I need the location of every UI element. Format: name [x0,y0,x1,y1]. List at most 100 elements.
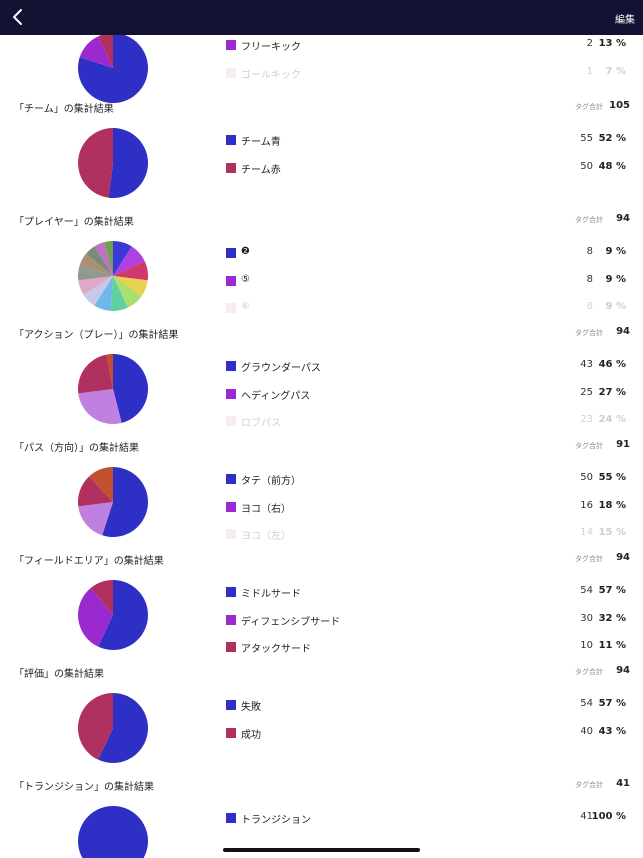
legend-row[interactable]: 成功 40 43 % [226,725,630,741]
pie-slice [78,265,113,281]
tag-percentage: 13 % [598,38,626,49]
legend-row[interactable]: タテ（前方） 50 55 % [226,472,630,487]
tag-count: 54 [580,698,593,709]
total-value: 94 [616,326,630,337]
tag-label: チーム青 [241,137,281,148]
legend-row[interactable]: ヨコ（左） 14 15 % [226,527,630,542]
pie-slice [78,476,113,507]
tag-percentage: 52 % [598,133,626,144]
tag-count: 40 [580,725,593,737]
pie-slice [78,128,113,198]
tag-label: ヨコ（左） [241,531,291,542]
tag-count: 41 [580,811,593,822]
pie-slice [113,354,148,423]
pie-chart [78,467,148,537]
color-swatch [226,614,236,625]
legend-row[interactable]: ヨコ（右） 16 18 % [226,499,630,515]
total-value: 105 [609,100,630,111]
tag-percentage: 57 % [598,585,626,596]
legend-row[interactable]: 失敗 54 57 % [226,698,630,713]
pie-slice [98,693,148,763]
tag-count: 43 [580,359,593,370]
pie-slice [113,241,132,276]
tag-count: 16 [580,499,593,511]
color-swatch [226,361,236,371]
color-swatch [226,388,236,399]
pie-slice [98,580,148,650]
edit-button[interactable]: 編集 [615,15,635,26]
tag-percentage: 11 % [598,640,626,651]
back-chevron-icon[interactable] [8,7,28,27]
tag-count: 8 [586,273,593,285]
section-title: 「プレイヤー」の集計結果 [14,217,134,228]
pie-slice [83,276,113,306]
legend-row[interactable]: ディフェンシブサード 30 32 % [226,613,630,628]
total-label: タグ合計 [575,103,603,111]
pie-slice [78,276,113,295]
pie-slice [89,467,113,502]
pie-slice [78,354,113,394]
tag-percentage: 9 % [605,301,626,312]
tag-count: 25 [580,386,593,398]
color-swatch [226,642,236,652]
legend-row[interactable]: ❷ 8 9 % [226,246,630,260]
color-swatch [226,162,236,173]
navigation-bar: 編集 [0,0,643,35]
section-title: 「チーム」の集計結果 [14,104,114,115]
tag-label: 失敗 [241,702,261,713]
tag-count: 50 [580,472,593,483]
tag-count: 2 [586,38,593,49]
total-value: 91 [616,439,630,450]
legend-row[interactable]: ⑤ 8 9 % [226,274,630,288]
pie-slice [78,693,113,760]
pie-chart [78,354,148,424]
color-swatch [226,587,236,597]
legend-row[interactable]: ロブパス 23 24 % [226,414,630,429]
legend-row[interactable]: ヘディングパス 25 27 % [226,386,630,402]
tag-label: ヨコ（右） [241,503,291,515]
total-value: 94 [616,665,630,676]
legend-row[interactable]: グラウンダーパス 43 46 % [226,359,630,374]
tag-count: 8 [586,246,593,257]
pie-chart [78,806,148,858]
color-swatch [226,40,236,50]
tag-label: ロブパス [241,418,281,429]
color-swatch [226,700,236,710]
tag-count: 23 [580,414,593,425]
tag-percentage: 100 % [591,811,626,822]
pie-slice [113,246,145,276]
pie-slice [79,253,113,276]
tag-label: グラウンダーパス [241,363,321,374]
tag-count: 1 [586,65,593,77]
legend-row[interactable]: チーム青 55 52 % [226,133,630,148]
legend-row[interactable]: ゴールキック 1 7 % [226,65,630,81]
color-swatch [226,474,236,484]
total-label: タグ合計 [575,668,603,676]
pie-slice [78,389,122,424]
tag-count: 54 [580,585,593,596]
section-title: 「トランジション」の集計結果 [14,782,154,793]
tag-label: タテ（前方） [241,476,301,487]
tag-count: 8 [586,301,593,312]
pie-slice [102,467,148,537]
tag-percentage: 7 % [605,65,626,77]
pie-slice [79,36,113,68]
legend-row[interactable]: チーム赤 50 48 % [226,161,630,176]
pie-slice [78,35,148,103]
color-swatch [226,529,236,539]
tag-label: トランジション [241,815,311,826]
tag-label: ゴールキック [241,69,301,81]
tag-label: ❷ [241,246,250,257]
tag-label: ヘディングパス [241,390,311,402]
legend-row[interactable]: ⑥ 8 9 % [226,301,630,315]
tag-percentage: 24 % [598,414,626,425]
color-swatch [226,727,236,738]
color-swatch [226,67,236,78]
legend-row[interactable]: アタックサード 10 11 % [226,640,630,655]
legend-row[interactable]: ミドルサード 54 57 % [226,585,630,600]
results-scroll-view[interactable]: フリーキック 2 13 % ゴールキック 1 7 % 「チーム」の集計結果 タグ合計 105 チー… [0,35,643,858]
section-title: 「評価」の集計結果 [14,669,104,680]
legend-row[interactable]: トランジション 41 100 % [226,811,630,826]
legend-row[interactable]: フリーキック 2 13 % [226,38,630,53]
home-indicator [223,848,420,852]
